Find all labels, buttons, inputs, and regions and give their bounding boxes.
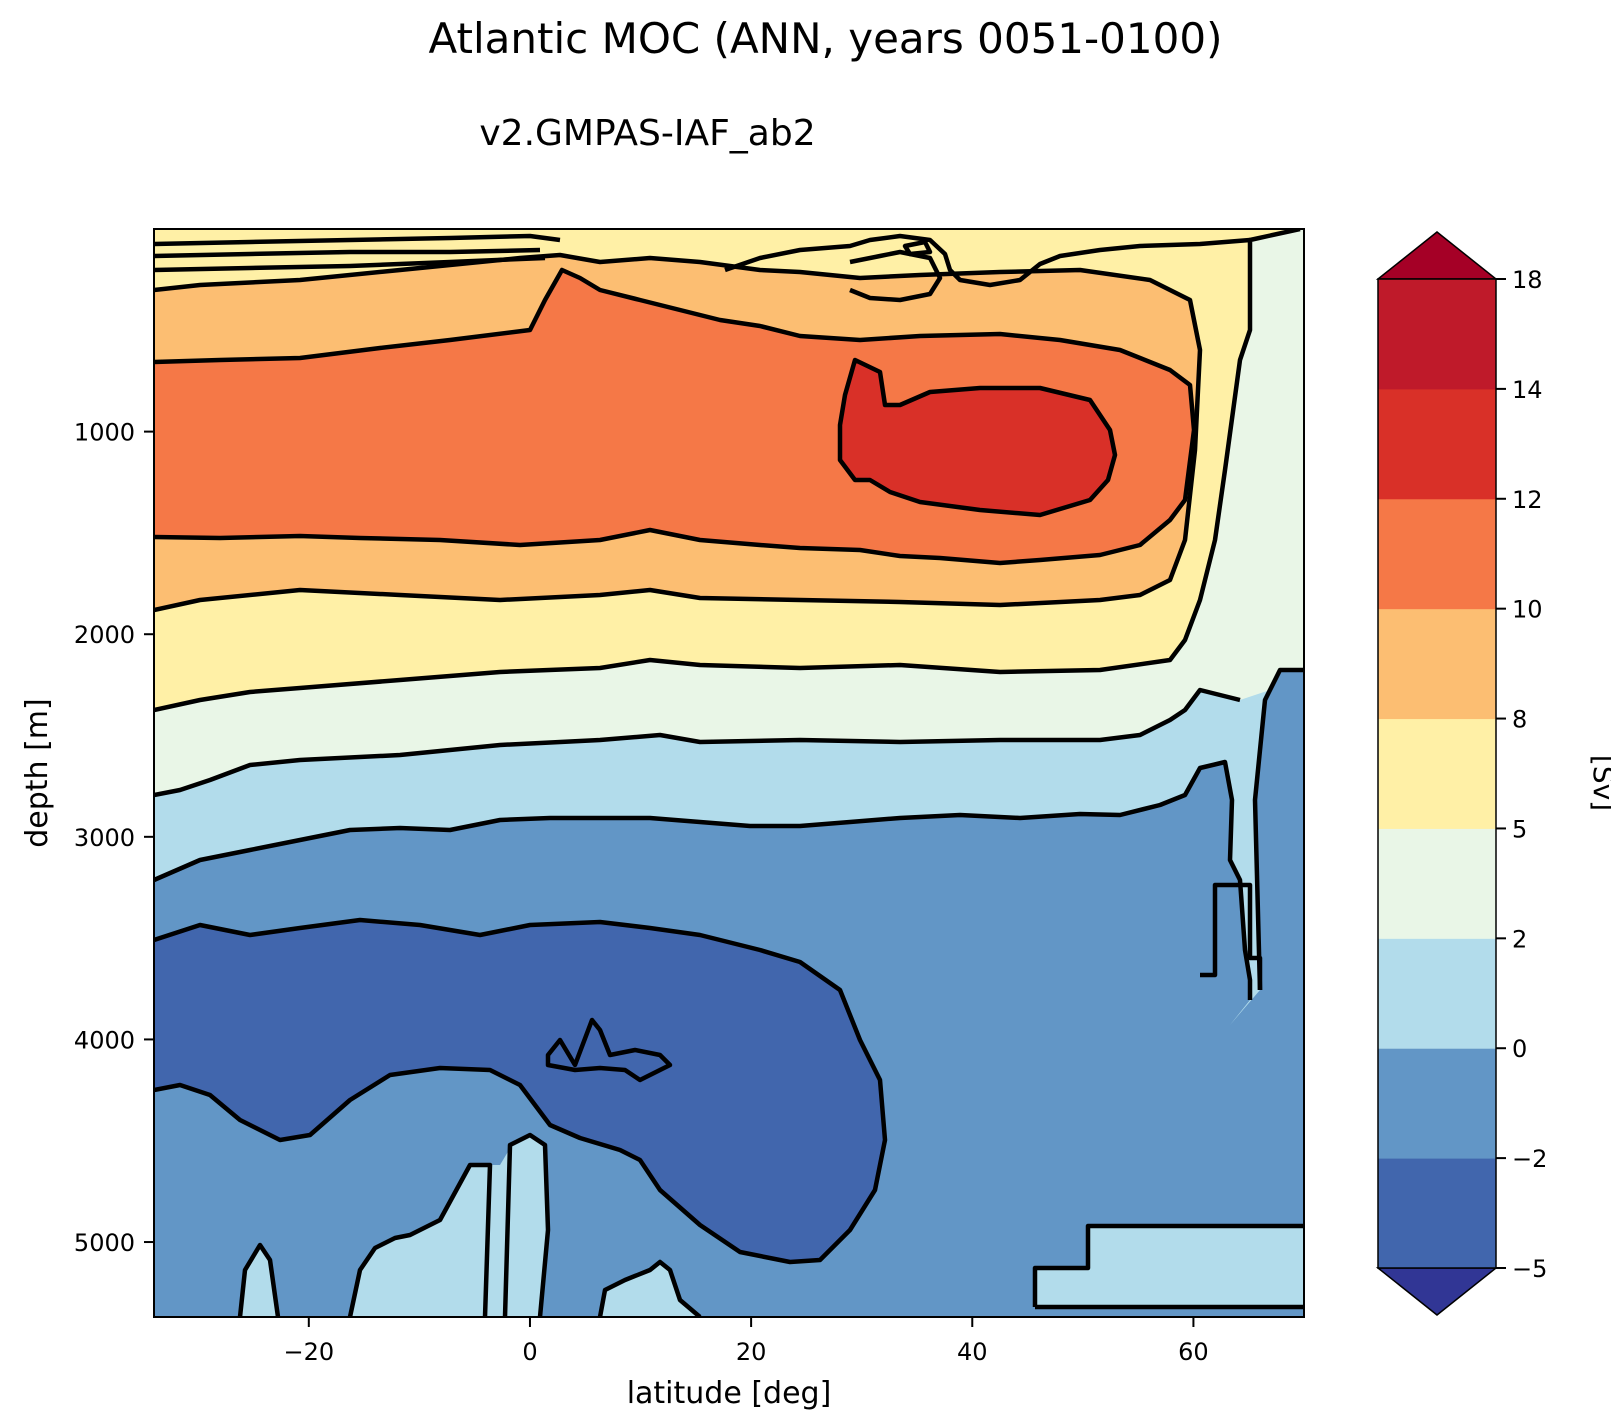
x-tick-label: 0: [522, 1338, 537, 1366]
colorbar-tick-label: −2: [1512, 1145, 1547, 1173]
colorbar-extend-min: [1375, 1267, 1499, 1316]
colorbar-tick-label: 8: [1512, 706, 1527, 734]
y-axis-label: depth [m]: [20, 698, 55, 848]
colorbar-tick-label: 2: [1512, 925, 1527, 953]
y-tick-label: 2000: [74, 621, 135, 649]
contour-lines: [154, 229, 1304, 1317]
colorbar-segment: [1378, 498, 1496, 610]
colorbar-segment: [1378, 388, 1496, 500]
colorbar-segment: [1378, 1048, 1496, 1159]
colorbar-segment: [1378, 279, 1496, 390]
band-0-to-2-bottom-fingers: [240, 1135, 700, 1317]
y-tick-label: 4000: [74, 1026, 135, 1054]
colorbar-tick-label: 12: [1512, 486, 1543, 514]
band-0-to-2-bottom-right: [1035, 1226, 1304, 1307]
contour-field: [154, 229, 1304, 1317]
y-tick-label: 3000: [74, 824, 135, 852]
colorbar-segment: [1378, 718, 1496, 829]
colorbar: −5 −2 0 2 5 8 10 12 14 18: [1375, 231, 1547, 1316]
band-minus5-to-minus2: [154, 920, 885, 1262]
x-axis: −20 0 20 40 60: [283, 1317, 1209, 1366]
chart-subtitle: v2.GMPAS-IAF_ab2: [479, 113, 816, 154]
colorbar-tick-label: −5: [1512, 1255, 1547, 1283]
colorbar-tick-label: 0: [1512, 1035, 1527, 1063]
y-axis: 1000 2000 3000 4000 5000: [74, 419, 154, 1257]
plot-frame: [153, 228, 1305, 1318]
x-tick-label: 60: [1178, 1338, 1209, 1366]
x-tick-label: 40: [957, 1338, 988, 1366]
y-tick-label: 1000: [74, 419, 135, 447]
colorbar-label: [Sv]: [1587, 755, 1611, 811]
colorbar-segment: [1378, 608, 1496, 720]
colorbar-tick-label: 10: [1512, 596, 1543, 624]
colorbar-segment: [1378, 938, 1496, 1049]
x-tick-label: 20: [736, 1338, 767, 1366]
x-tick-label: −20: [283, 1338, 334, 1366]
colorbar-extend-max: [1375, 231, 1499, 280]
colorbar-frame: [1377, 278, 1497, 1269]
colorbar-segment: [1378, 1158, 1496, 1269]
x-axis-label: latitude [deg]: [627, 1376, 832, 1411]
y-tick-label: 5000: [74, 1229, 135, 1257]
chart-title: Atlantic MOC (ANN, years 0051-0100): [428, 14, 1223, 63]
colorbar-tick-label: 14: [1512, 376, 1543, 404]
colorbar-segment: [1378, 828, 1496, 939]
colorbar-tick-label: 18: [1512, 266, 1543, 294]
colorbar-tick-label: 5: [1512, 815, 1527, 843]
band-12-to-14: [840, 360, 1115, 515]
